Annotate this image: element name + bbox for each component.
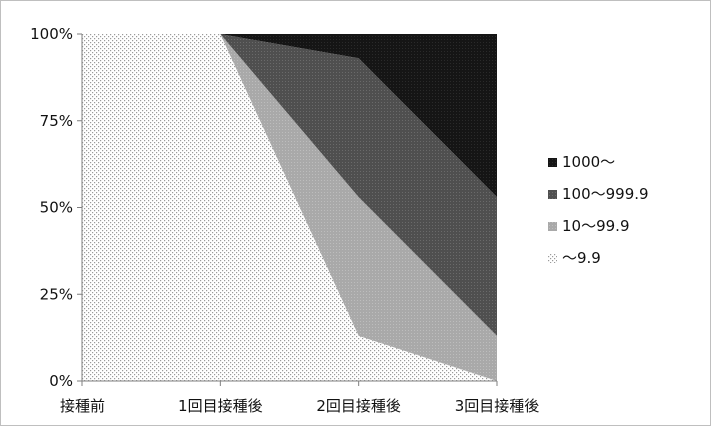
legend-label: 1000～ [562,153,615,171]
axes [77,33,498,386]
y-tick-label: 0% [49,372,73,390]
legend-label: ～9.9 [562,249,601,267]
area-series-2-10-99-9 [82,34,497,381]
area-series-1-9-9 [82,34,497,381]
x-tick-label: 1回目接種後 [178,397,263,415]
legend-item-9-9: ～9.9 [548,249,601,267]
x-tick-label: 2回目接種後 [316,397,401,415]
legend-swatch [548,222,557,231]
area-series-3-100-999-9 [82,34,497,336]
x-tick-label: 3回目接種後 [455,397,540,415]
y-tick-label: 100% [30,25,73,43]
series-areas [82,34,497,381]
x-tick-label: 接種前 [60,397,105,415]
y-tick-label: 25% [40,285,73,303]
legend-item-1000: 1000～ [548,153,615,171]
y-tick-label: 75% [40,112,73,130]
legend-label: 10～99.9 [562,217,630,235]
y-tick-label: 50% [40,199,73,217]
area-series-4-1000 [82,34,497,198]
legend-item-10-99-9: 10～99.9 [548,217,630,235]
legend-swatch [548,158,557,167]
legend-swatch [548,254,557,263]
legend-label: 100～999.9 [562,185,649,203]
legend-item-100-999-9: 100～999.9 [548,185,649,203]
legend: 1000～ 100～999.9 10～99.9 ～9.9 [548,153,649,267]
tick-labels: 0% 25% 50% 75% 100% 接種前 1回目接種後 2回目接種後 3回目接種後 [30,25,539,415]
legend-swatch [548,190,557,199]
